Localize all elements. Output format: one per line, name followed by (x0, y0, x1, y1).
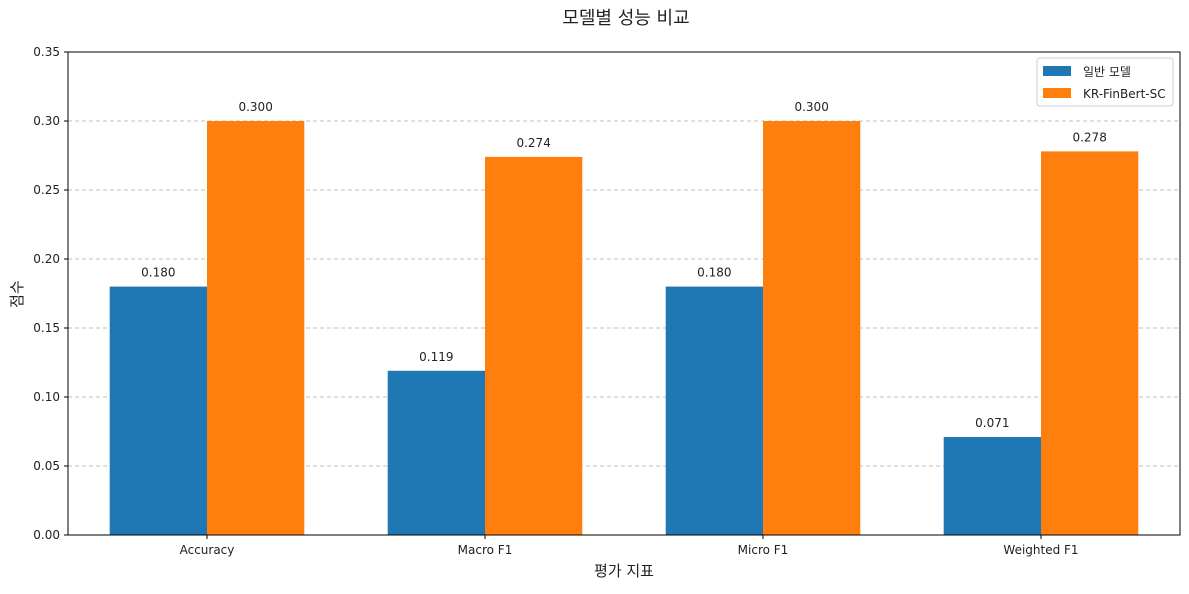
bar (763, 121, 861, 535)
legend: 일반 모델 KR-FinBert-SC (1036, 57, 1174, 107)
bar (665, 286, 763, 535)
x-tick-label: Weighted F1 (1003, 543, 1078, 557)
bar-value-label: 0.180 (141, 266, 175, 280)
x-tick-label: Accuracy (180, 543, 235, 557)
x-axis-label: 평가 지표 (594, 562, 654, 580)
data-labels: 0.180 0.300 0.119 0.274 0.180 0.300 0.071 0.278 (141, 100, 1107, 430)
bar-value-label: 0.180 (697, 266, 731, 280)
plot-frame (67, 51, 1181, 536)
y-tick-label: 0.15 (33, 321, 60, 335)
bar (1041, 151, 1139, 536)
y-tick-label: 0.00 (33, 528, 60, 542)
bar (207, 121, 305, 535)
chart-title: 모델별 성능 비교 (562, 8, 689, 29)
bar (387, 370, 485, 535)
bar-value-label: 0.274 (516, 136, 550, 150)
legend-label: 일반 모델 (1083, 65, 1131, 79)
x-tick-label: Macro F1 (458, 543, 513, 557)
legend-swatch (1043, 66, 1071, 76)
y-tick-label: 0.05 (33, 459, 60, 473)
y-tick-label: 0.25 (33, 183, 60, 197)
legend-label: KR-FinBert-SC (1083, 87, 1166, 101)
legend-swatch (1043, 88, 1071, 98)
y-tick-label: 0.10 (33, 390, 60, 404)
bar (109, 286, 207, 535)
x-tick-label: Micro F1 (738, 543, 789, 557)
bar-value-label: 0.300 (794, 100, 828, 114)
y-tick-label: 0.20 (33, 252, 60, 266)
bar (485, 156, 583, 535)
bar-value-label: 0.278 (1072, 130, 1106, 144)
axes: 0.00 0.05 0.10 0.15 0.20 0.25 0.30 0.35 Accuracy… (33, 45, 1181, 557)
bar-value-label: 0.300 (238, 100, 272, 114)
y-axis-label: 점수 (8, 280, 26, 308)
bars (109, 121, 1139, 536)
bar (943, 437, 1041, 535)
y-tick-label: 0.35 (33, 45, 60, 59)
bar-value-label: 0.071 (975, 416, 1009, 430)
bar-value-label: 0.119 (419, 350, 453, 364)
y-tick-label: 0.30 (33, 114, 60, 128)
